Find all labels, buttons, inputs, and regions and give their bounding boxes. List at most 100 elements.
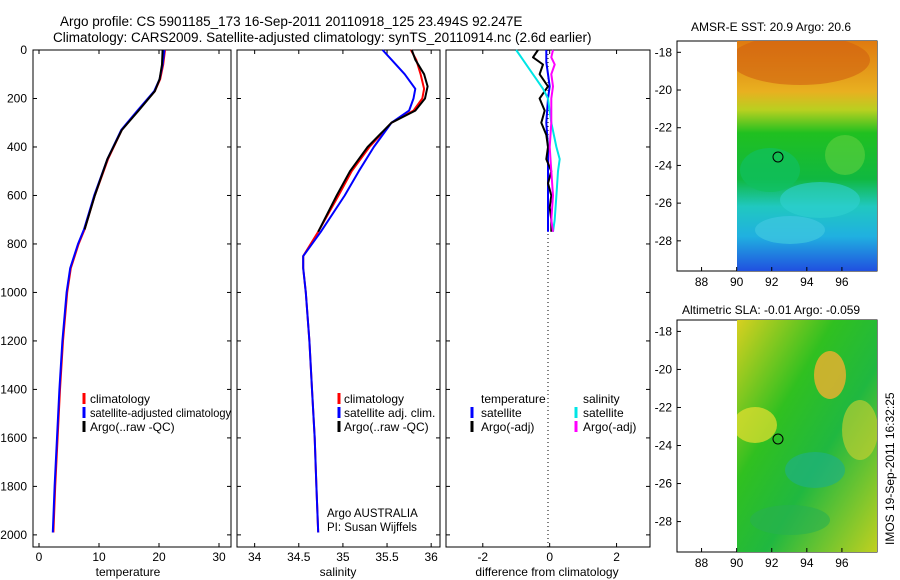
map-x-tick-label: 96 (835, 556, 849, 570)
sla-map: 88 90 92 94 96 -18 -20 -22 -24 -26 -28 (655, 319, 878, 570)
temperature-axis-label: temperature (96, 565, 161, 579)
map-x-tick-label: 88 (695, 275, 709, 289)
map-x-tick-label: 88 (695, 556, 709, 570)
x-tick-label: 0 (36, 550, 43, 564)
x-axes: 0 10 20 30 34 34.5 35 35.5 36 -2 0 2 (36, 50, 620, 564)
depth-tick-label: 1600 (0, 431, 27, 445)
sst-blob (740, 148, 800, 192)
depth-tick-label: 800 (7, 237, 27, 251)
profile-curves (51, 49, 561, 533)
salinity-legend: climatology satellite adj. clim. Argo(..… (337, 392, 435, 434)
map-y-tick-label: -22 (655, 121, 673, 135)
map-x-tick-label: 94 (800, 556, 814, 570)
depth-tick-label: 1400 (0, 382, 27, 396)
series-line-climatology (302, 49, 426, 533)
legend-temperature-header: temperature (481, 392, 546, 406)
depth-tick-label: 200 (7, 91, 27, 105)
sst-axis-ticks: 88 90 92 94 96 -18 -20 -22 -24 -26 -28 (655, 45, 849, 289)
series-line-temperature-satellite (545, 50, 551, 232)
map-y-tick-label: -28 (655, 515, 673, 529)
legend-salinity-header: salinity (583, 392, 620, 406)
x-tick-label: 10 (92, 550, 106, 564)
depth-tick-label: 0 (20, 43, 27, 57)
x-tick-label: 20 (152, 550, 166, 564)
argo-australia-label: Argo AUSTRALIA (327, 508, 418, 520)
map-x-tick-label: 92 (765, 556, 779, 570)
sst-blob (755, 216, 825, 244)
sst-map-title: AMSR-E SST: 20.9 Argo: 20.6 (691, 20, 851, 34)
sst-blob (825, 135, 865, 175)
map-x-tick-label: 96 (835, 275, 849, 289)
depth-tick-label: 2000 (0, 528, 27, 542)
map-x-tick-label: 90 (730, 275, 744, 289)
legend-temp-argo-label: Argo(-adj) (481, 420, 534, 434)
temperature-panel-frame (32, 49, 232, 548)
argo-position-marker (772, 151, 784, 163)
map-y-tick-label: -22 (655, 400, 673, 414)
series-line-argo-raw-qc- (83, 49, 164, 230)
legend-satellite-label: satellite-adjusted climatology (90, 406, 231, 420)
series-line-satellite-adj-clim- (302, 49, 417, 533)
map-y-tick-label: -24 (655, 158, 673, 172)
x-tick-label: 30 (212, 550, 226, 564)
depth-tick-label: 1200 (0, 334, 27, 348)
depth-tick-label: 1800 (0, 479, 27, 493)
depth-tick-label: 400 (7, 140, 27, 154)
series-line-argo-raw-qc- (317, 49, 429, 233)
sst-blob (737, 41, 870, 85)
legend-argo-label: Argo(..raw -QC) (90, 420, 175, 434)
sla-blob (814, 351, 846, 399)
depth-axis: 0 200 400 600 800 1000 1200 1400 1600 1800 2000 (0, 43, 650, 542)
sla-map-title: Altimetric SLA: -0.01 Argo: -0.059 (682, 303, 860, 317)
legend-climatology-label: climatology (344, 392, 404, 406)
x-tick-label: 35.5 (375, 550, 399, 564)
sst-map: 88 90 92 94 96 -18 -20 -22 -24 -26 -28 (655, 40, 878, 289)
depth-tick-label: 1000 (0, 285, 27, 299)
sla-blob (785, 452, 845, 488)
x-tick-label: 36 (424, 550, 438, 564)
legend-argo-label: Argo(..raw -QC) (344, 420, 429, 434)
figure-title-line1: Argo profile: CS 5901185_173 16-Sep-2011… (60, 14, 522, 29)
pi-label: PI: Susan Wijffels (327, 522, 417, 534)
figure-title-line2: Climatology: CARS2009. Satellite-adjuste… (53, 30, 592, 45)
sla-blob (750, 505, 830, 535)
map-y-tick-label: -26 (655, 477, 673, 491)
x-tick-label: 34.5 (287, 550, 311, 564)
depth-tick-label: 600 (7, 188, 27, 202)
salinity-panel-frame (236, 49, 441, 548)
x-tick-label: 0 (546, 550, 553, 564)
timestamp-label: IMOS 19-Sep-2011 16:32:25 (883, 392, 897, 545)
salinity-axis-label: salinity (320, 565, 357, 579)
map-y-tick-label: -18 (655, 45, 673, 59)
legend-sal-satellite-label: satellite (583, 406, 624, 420)
legend-satellite-label: satellite adj. clim. (344, 406, 435, 420)
map-y-tick-label: -28 (655, 234, 673, 248)
map-y-tick-label: -18 (655, 324, 673, 338)
sla-axis-ticks: 88 90 92 94 96 -18 -20 -22 -24 -26 -28 (655, 324, 849, 570)
sla-blob (842, 400, 877, 460)
sla-blob (737, 407, 777, 443)
map-x-tick-label: 92 (765, 275, 779, 289)
sst-blob (780, 182, 860, 218)
x-tick-label: 35 (336, 550, 350, 564)
legend-sal-argo-label: Argo(-adj) (583, 420, 636, 434)
map-y-tick-label: -20 (655, 83, 673, 97)
series-line-satellite-adjusted-climatology (51, 49, 166, 533)
map-y-tick-label: -20 (655, 362, 673, 376)
legend-climatology-label: climatology (90, 392, 150, 406)
series-line-temperature-argo-adj- (532, 49, 553, 232)
map-y-tick-label: -24 (655, 439, 673, 453)
legend-temp-satellite-label: satellite (481, 406, 522, 420)
x-tick-label: 2 (613, 550, 620, 564)
map-y-tick-label: -26 (655, 196, 673, 210)
x-tick-label: 34 (248, 550, 262, 564)
series-line-climatology (52, 49, 166, 533)
series-line-salinity-argo-adj- (548, 49, 556, 232)
x-tick-label: -2 (477, 550, 488, 564)
temperature-legend: climatology satellite-adjusted climatolo… (82, 392, 231, 434)
map-x-tick-label: 90 (730, 556, 744, 570)
difference-legend: temperature salinity satellite Argo(-adj… (470, 392, 636, 434)
argo-position-marker (772, 433, 784, 445)
difference-axis-label: difference from climatology (475, 565, 618, 579)
